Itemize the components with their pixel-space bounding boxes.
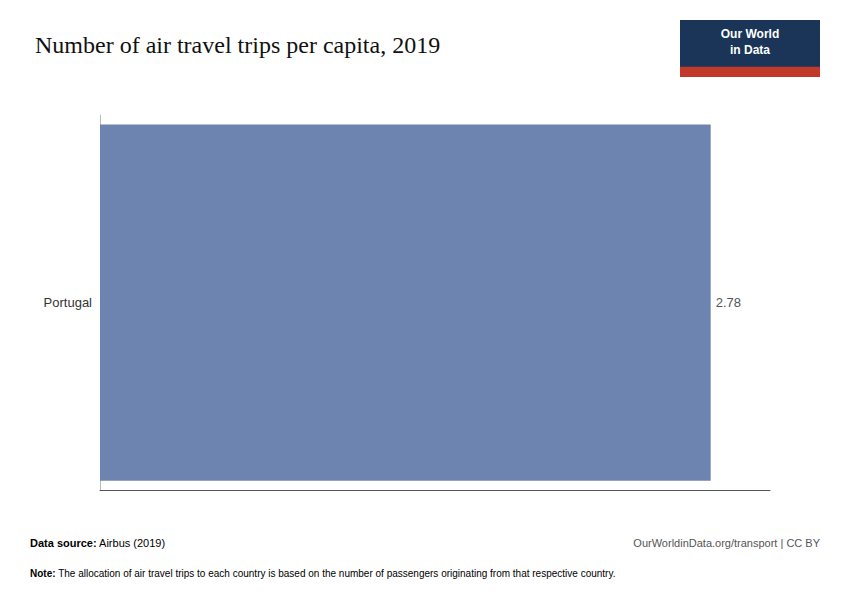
svg-text:Data source:: Data source: bbox=[30, 537, 97, 549]
svg-text:The allocation of air travel t: The allocation of air travel trips to ea… bbox=[56, 568, 616, 579]
svg-text:Note:: Note: bbox=[30, 568, 56, 579]
svg-text:2.78: 2.78 bbox=[716, 295, 741, 310]
svg-text:in Data: in Data bbox=[730, 43, 770, 57]
svg-text:Our World: Our World bbox=[721, 27, 779, 41]
svg-text:Airbus (2019): Airbus (2019) bbox=[97, 537, 165, 549]
svg-text:OurWorldinData.org/transport |: OurWorldinData.org/transport | CC BY bbox=[633, 537, 820, 549]
svg-text:Portugal: Portugal bbox=[44, 295, 93, 310]
svg-text:Number of air travel trips per: Number of air travel trips per capita, 2… bbox=[35, 32, 440, 58]
